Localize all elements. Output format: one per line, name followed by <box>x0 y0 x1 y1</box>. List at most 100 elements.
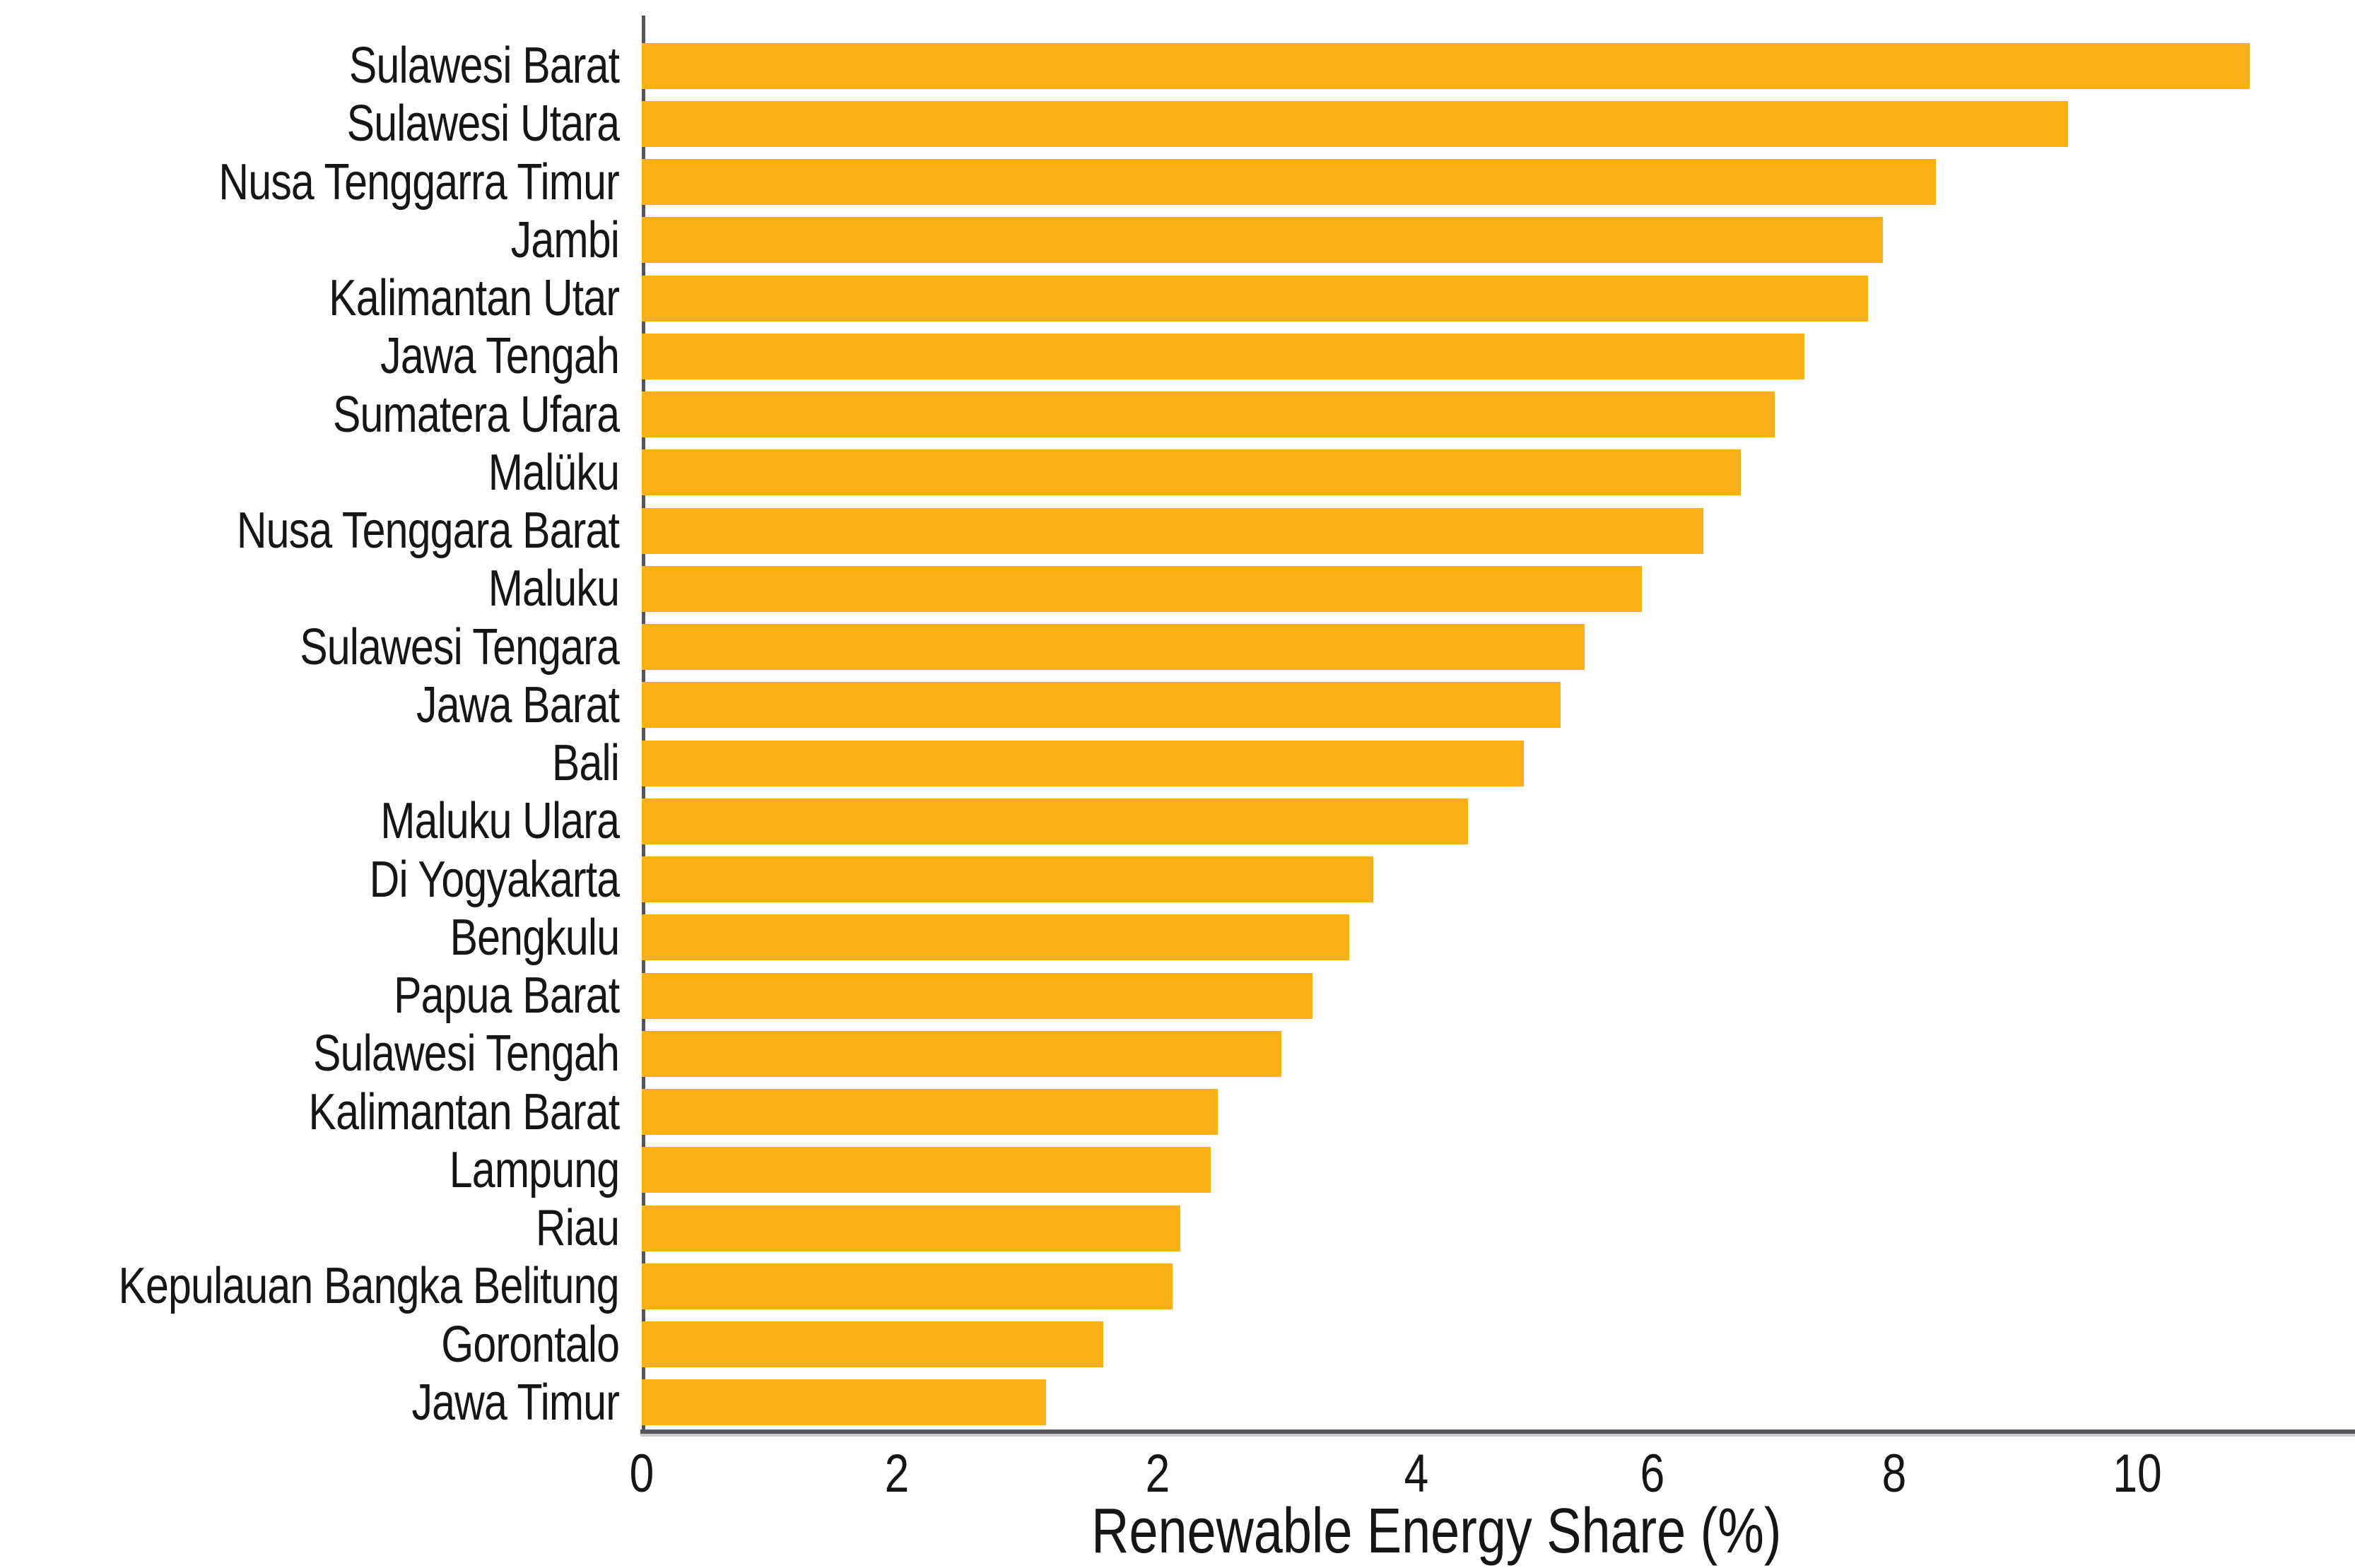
x-tick-label: 4 <box>1404 1444 1428 1504</box>
category-label: Maluku Ulara <box>380 793 620 850</box>
category-label: Bali <box>551 735 620 792</box>
category-label: Sumatera Ufara <box>332 386 620 443</box>
bar-row <box>642 444 2355 502</box>
category-row: Bali <box>0 734 630 792</box>
bar-row <box>642 1199 2355 1257</box>
bar <box>642 624 1585 671</box>
plot-area <box>642 37 2355 1432</box>
category-label: Sulawesi Barat <box>348 37 620 95</box>
bar-row <box>642 211 2355 269</box>
category-label: Jawa Timur <box>411 1374 619 1431</box>
x-tick-label: 0 <box>629 1444 654 1504</box>
bar <box>642 740 1525 786</box>
x-tick-label: 10 <box>2113 1444 2162 1504</box>
bar <box>642 507 1704 554</box>
bar <box>642 333 1805 379</box>
bar <box>642 391 1775 438</box>
category-row: Riau <box>0 1199 630 1257</box>
bar-row <box>642 676 2355 734</box>
category-label: Gorontalo <box>441 1316 620 1373</box>
category-row: Maluku Ulara <box>0 792 630 850</box>
category-label: Bengkulu <box>450 909 619 966</box>
bar-row <box>642 851 2355 909</box>
bar <box>642 565 1642 612</box>
x-tick-label: 8 <box>1881 1444 1907 1504</box>
bar <box>642 1321 1104 1368</box>
bar <box>642 449 1742 496</box>
x-tick-label: 6 <box>1640 1444 1665 1504</box>
bar-row <box>642 909 2355 967</box>
category-label: Sulawesi Tengah <box>312 1025 620 1083</box>
bar <box>642 275 1868 322</box>
category-row: Sumatera Ufara <box>0 386 630 444</box>
bar-row <box>642 1316 2355 1374</box>
bar <box>642 682 1561 729</box>
bar-row <box>642 327 2355 385</box>
category-label: Lampung <box>449 1141 620 1198</box>
category-row: Gorontalo <box>0 1316 630 1374</box>
category-row: Kalimantan Utar <box>0 269 630 327</box>
category-label: Jambi <box>510 211 620 269</box>
category-row: Sulawesi Barat <box>0 37 630 95</box>
bar <box>642 42 2250 89</box>
bar-row <box>642 153 2355 211</box>
bar <box>642 217 1884 264</box>
category-row: Papua Barat <box>0 967 630 1025</box>
category-label: Malüku <box>488 444 620 501</box>
category-label: Di Yogyakarta <box>369 851 619 908</box>
bar-row <box>642 269 2355 327</box>
bar-row <box>642 618 2355 676</box>
category-row: Bengkulu <box>0 909 630 967</box>
category-label: Kalimantan Utar <box>328 270 620 327</box>
x-tick-label: 2 <box>884 1444 910 1504</box>
x-tick-labels: 0 2 2 4 6 8 10 <box>630 1444 2355 1504</box>
category-row: Maluku <box>0 560 630 618</box>
category-label: Riau <box>535 1200 620 1257</box>
bar <box>642 1263 1173 1309</box>
x-axis-title-wrap: Renewable Energy Share (%) <box>580 1499 2293 1563</box>
category-label: Maluku <box>488 560 620 618</box>
bar-row <box>642 560 2355 618</box>
category-row: Sulawesi Tengah <box>0 1025 630 1083</box>
bar-row <box>642 386 2355 444</box>
bar-row <box>642 37 2355 95</box>
category-row: Sulawesi Tengara <box>0 618 630 676</box>
bar-row <box>642 502 2355 560</box>
category-label: Sulawesi Utara <box>346 95 619 153</box>
y-axis-labels: Sulawesi Barat Sulawesi Utara Nusa Tenggar… <box>0 37 630 1432</box>
bar <box>642 1147 1211 1193</box>
bar <box>642 914 1349 961</box>
bar <box>642 1089 1218 1136</box>
category-label: Nusa Tenggarra Timur <box>218 153 619 211</box>
category-row: Jambi <box>0 211 630 269</box>
bar <box>642 100 2069 147</box>
bar <box>642 856 1373 903</box>
category-row: Jawa Timur <box>0 1374 630 1432</box>
bar <box>642 972 1313 1019</box>
x-axis-title: Renewable Energy Share (%) <box>1091 1496 1782 1567</box>
category-row: Kalimantan Barat <box>0 1083 630 1141</box>
category-label: Jawa Tengah <box>380 328 620 385</box>
category-row: Jawa Tengah <box>0 327 630 385</box>
category-row: Malüku <box>0 444 630 502</box>
category-label: Nusa Tenggara Barat <box>236 502 620 560</box>
bar <box>642 1205 1180 1251</box>
bar <box>642 1030 1281 1077</box>
bar-row <box>642 792 2355 850</box>
bar-row <box>642 734 2355 792</box>
category-label: Sulawesi Tengara <box>300 618 620 676</box>
bar-row <box>642 1141 2355 1199</box>
x-tick-label: 2 <box>1145 1444 1170 1504</box>
bar-row <box>642 1257 2355 1315</box>
category-row: Jawa Barat <box>0 676 630 734</box>
category-row: Di Yogyakarta <box>0 851 630 909</box>
category-row: Nusa Tenggara Barat <box>0 502 630 560</box>
category-row: Kepulauan Bangka Belitung <box>0 1257 630 1315</box>
category-label: Jawa Barat <box>416 676 620 733</box>
bar <box>642 1379 1046 1426</box>
category-label: Kepulauan Bangka Belitung <box>118 1258 620 1315</box>
bar-row <box>642 1374 2355 1432</box>
bar <box>642 159 1936 206</box>
x-axis-line <box>640 1430 2355 1434</box>
bar-row <box>642 1083 2355 1141</box>
